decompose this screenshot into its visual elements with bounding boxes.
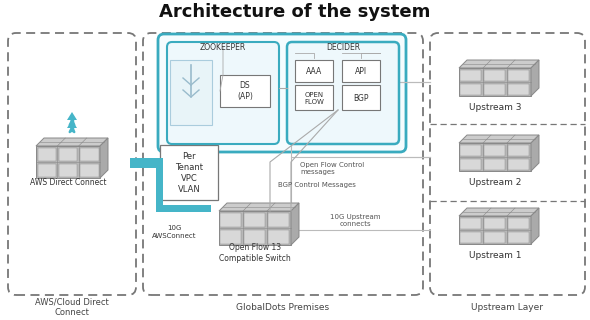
FancyBboxPatch shape: [461, 218, 481, 228]
FancyBboxPatch shape: [461, 145, 481, 156]
Polygon shape: [291, 203, 299, 245]
Text: 10G
AWSConnect: 10G AWSConnect: [152, 226, 196, 238]
FancyBboxPatch shape: [38, 164, 56, 177]
Text: Upstream 3: Upstream 3: [468, 102, 521, 111]
FancyBboxPatch shape: [268, 212, 290, 227]
Polygon shape: [100, 138, 108, 178]
FancyBboxPatch shape: [221, 229, 241, 244]
Polygon shape: [36, 146, 100, 178]
FancyBboxPatch shape: [156, 205, 211, 212]
FancyBboxPatch shape: [509, 218, 529, 228]
Polygon shape: [219, 211, 291, 245]
FancyBboxPatch shape: [509, 84, 529, 94]
Text: AAA: AAA: [306, 67, 322, 76]
FancyBboxPatch shape: [221, 212, 241, 227]
FancyBboxPatch shape: [160, 145, 218, 200]
FancyBboxPatch shape: [156, 158, 163, 212]
Text: Upstream 2: Upstream 2: [469, 178, 521, 187]
Polygon shape: [459, 216, 531, 244]
FancyBboxPatch shape: [268, 229, 290, 244]
FancyBboxPatch shape: [484, 69, 506, 81]
FancyBboxPatch shape: [484, 84, 506, 94]
Text: ZOOKEEPER: ZOOKEEPER: [200, 43, 246, 52]
FancyBboxPatch shape: [130, 158, 163, 168]
Text: GlobalDots Premises: GlobalDots Premises: [237, 302, 330, 311]
FancyBboxPatch shape: [509, 231, 529, 243]
Text: Open Flow Control
messages: Open Flow Control messages: [300, 162, 364, 174]
FancyBboxPatch shape: [59, 148, 77, 161]
FancyBboxPatch shape: [484, 158, 506, 170]
Text: Upstream 1: Upstream 1: [468, 251, 521, 260]
Text: 10G Upstream
connects: 10G Upstream connects: [330, 213, 380, 227]
FancyBboxPatch shape: [80, 164, 99, 177]
FancyBboxPatch shape: [461, 84, 481, 94]
FancyBboxPatch shape: [287, 42, 399, 144]
Text: AWS/Cloud Direct
Connect: AWS/Cloud Direct Connect: [35, 297, 109, 317]
Polygon shape: [459, 208, 539, 216]
Text: Open Flow 13
Compatible Switch: Open Flow 13 Compatible Switch: [219, 243, 291, 263]
Polygon shape: [531, 135, 539, 171]
FancyBboxPatch shape: [461, 69, 481, 81]
FancyBboxPatch shape: [461, 158, 481, 170]
FancyBboxPatch shape: [244, 229, 266, 244]
Polygon shape: [531, 208, 539, 244]
FancyBboxPatch shape: [484, 231, 506, 243]
FancyBboxPatch shape: [158, 34, 406, 152]
Polygon shape: [219, 203, 299, 211]
FancyBboxPatch shape: [170, 60, 212, 125]
Polygon shape: [531, 60, 539, 96]
FancyBboxPatch shape: [484, 145, 506, 156]
Text: DS
(AP): DS (AP): [237, 81, 253, 101]
FancyBboxPatch shape: [80, 148, 99, 161]
Text: API: API: [355, 67, 367, 76]
Text: BGP: BGP: [353, 93, 369, 102]
Polygon shape: [67, 120, 77, 128]
FancyBboxPatch shape: [509, 145, 529, 156]
FancyBboxPatch shape: [295, 60, 333, 82]
FancyBboxPatch shape: [342, 85, 380, 110]
FancyBboxPatch shape: [167, 42, 279, 144]
Text: Architecture of the system: Architecture of the system: [159, 3, 431, 21]
FancyBboxPatch shape: [220, 75, 270, 107]
Text: DECIDER: DECIDER: [326, 43, 360, 52]
FancyBboxPatch shape: [59, 164, 77, 177]
FancyBboxPatch shape: [461, 231, 481, 243]
FancyBboxPatch shape: [295, 85, 333, 110]
Text: BGP Control Messages: BGP Control Messages: [278, 182, 356, 188]
FancyBboxPatch shape: [38, 148, 56, 161]
Text: Per
Tenant
VPC
VLAN: Per Tenant VPC VLAN: [175, 152, 203, 194]
FancyBboxPatch shape: [484, 218, 506, 228]
Text: Upstream Layer: Upstream Layer: [471, 302, 543, 311]
FancyBboxPatch shape: [342, 60, 380, 82]
Polygon shape: [67, 112, 77, 120]
Polygon shape: [459, 68, 531, 96]
FancyBboxPatch shape: [509, 69, 529, 81]
Polygon shape: [459, 135, 539, 143]
Polygon shape: [36, 138, 108, 146]
FancyBboxPatch shape: [244, 212, 266, 227]
Text: OPEN
FLOW: OPEN FLOW: [304, 92, 324, 105]
Polygon shape: [459, 143, 531, 171]
FancyBboxPatch shape: [130, 158, 148, 166]
Polygon shape: [459, 60, 539, 68]
Text: AWS Direct Connect: AWS Direct Connect: [30, 178, 106, 187]
FancyBboxPatch shape: [509, 158, 529, 170]
